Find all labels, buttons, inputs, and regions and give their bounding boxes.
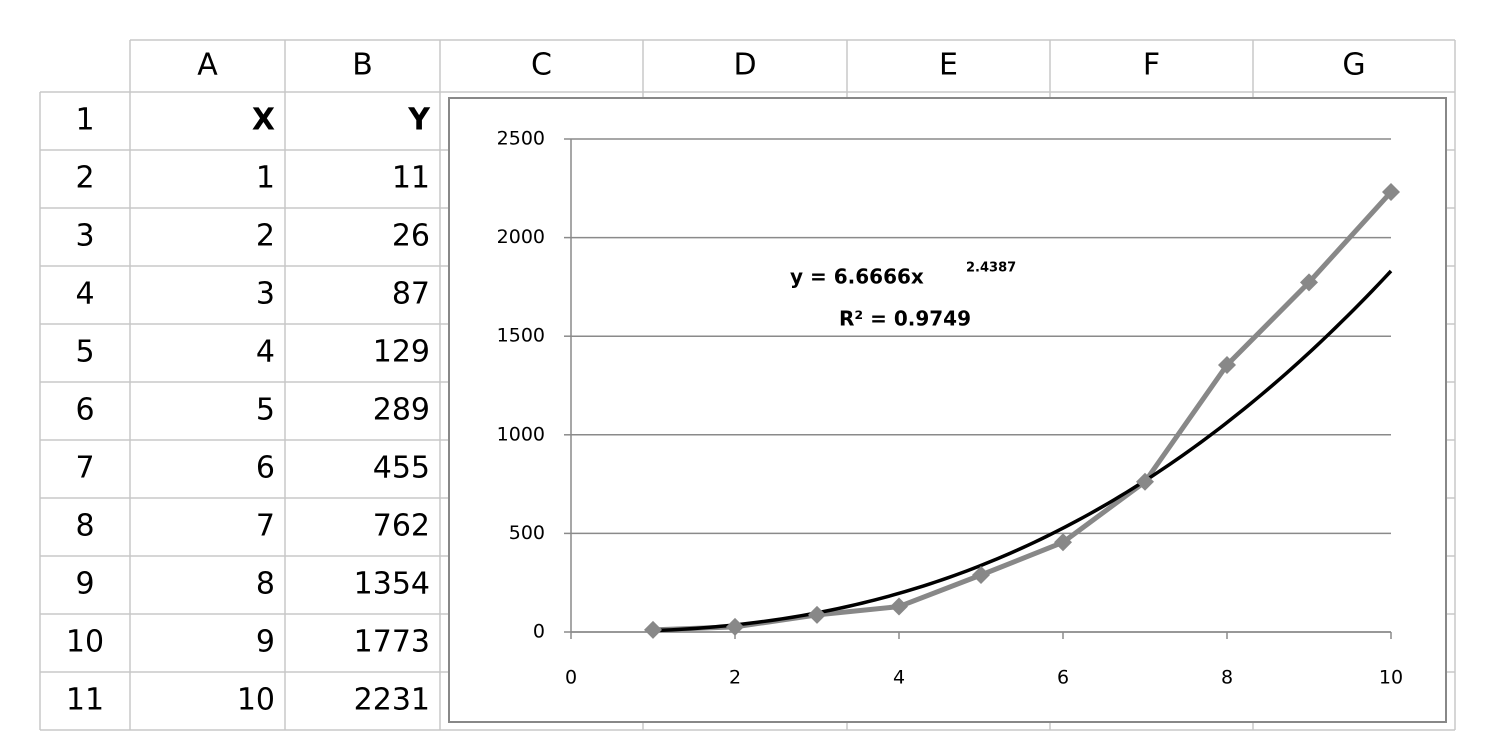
cell[interactable]: 762 xyxy=(373,509,430,544)
data-point[interactable] xyxy=(1136,472,1154,491)
data-point[interactable] xyxy=(1054,533,1072,552)
y-tick-label: 0 xyxy=(533,621,545,643)
trendline-equation: y = 6.6666x xyxy=(790,265,924,289)
data-point[interactable] xyxy=(972,566,990,585)
column-header[interactable]: F xyxy=(1143,48,1160,83)
row-header[interactable]: 3 xyxy=(75,219,94,254)
row-header[interactable]: 9 xyxy=(75,567,94,602)
data-point[interactable] xyxy=(1218,355,1236,374)
cell[interactable]: 7 xyxy=(256,509,275,544)
cell[interactable]: 11 xyxy=(392,161,430,196)
y-tick-label: 2000 xyxy=(497,226,545,248)
column-header[interactable]: B xyxy=(352,48,373,83)
row-header[interactable]: 1 xyxy=(75,103,94,138)
cell[interactable]: 2 xyxy=(256,219,275,254)
row-header[interactable]: 10 xyxy=(66,625,104,660)
cell[interactable]: 129 xyxy=(373,335,430,370)
data-point[interactable] xyxy=(890,597,908,616)
column-header[interactable]: D xyxy=(733,48,756,83)
row-header[interactable]: 2 xyxy=(75,161,94,196)
cell[interactable]: 26 xyxy=(392,219,430,254)
row-header[interactable]: 6 xyxy=(75,393,94,428)
row-header[interactable]: 7 xyxy=(75,451,94,486)
y-tick-label: 1000 xyxy=(497,423,545,445)
x-tick-label: 6 xyxy=(1057,667,1069,689)
cell[interactable]: 289 xyxy=(373,393,430,428)
x-tick-label: 10 xyxy=(1379,667,1403,689)
chart-area[interactable] xyxy=(448,97,1447,723)
row-header[interactable]: 5 xyxy=(75,335,94,370)
column-header[interactable]: A xyxy=(197,48,218,83)
cell[interactable]: 87 xyxy=(392,277,430,312)
data-point[interactable] xyxy=(1382,183,1400,202)
cell[interactable]: Y xyxy=(407,103,431,138)
cell[interactable]: 4 xyxy=(256,335,275,370)
cell[interactable]: 6 xyxy=(256,451,275,486)
column-header[interactable]: C xyxy=(531,48,552,83)
x-tick-label: 2 xyxy=(729,667,741,689)
data-point[interactable] xyxy=(1300,273,1318,292)
y-tick-label: 2500 xyxy=(497,128,545,150)
cell[interactable]: 1354 xyxy=(354,567,430,602)
cell[interactable]: 1 xyxy=(256,161,275,196)
column-header[interactable]: G xyxy=(1342,48,1365,83)
row-header[interactable]: 8 xyxy=(75,509,94,544)
y-tick-label: 500 xyxy=(509,522,545,544)
cell[interactable]: 455 xyxy=(373,451,430,486)
cell[interactable]: 10 xyxy=(237,683,275,718)
x-tick-label: 8 xyxy=(1221,667,1233,689)
cell[interactable]: 8 xyxy=(256,567,275,602)
trendline-exponent: 2.4387 xyxy=(966,261,1016,276)
cell[interactable]: 1773 xyxy=(354,625,430,660)
trendline xyxy=(652,269,1393,633)
row-header[interactable]: 11 xyxy=(66,683,104,718)
x-tick-label: 0 xyxy=(565,667,577,689)
x-tick-label: 4 xyxy=(893,667,905,689)
cell[interactable]: 9 xyxy=(256,625,275,660)
cell[interactable]: X xyxy=(252,103,275,138)
chart: 0 500 1000 1500 2000 2500 0 2 4 6 8 10 y = 6.6666x 2.… xyxy=(497,128,1403,689)
data-point[interactable] xyxy=(644,620,662,639)
data-point[interactable] xyxy=(726,617,744,636)
y-tick-label: 1500 xyxy=(497,325,545,347)
cell[interactable]: 2231 xyxy=(354,683,430,718)
column-header[interactable]: E xyxy=(939,48,958,83)
r-squared: R² = 0.9749 xyxy=(839,307,971,331)
row-header[interactable]: 4 xyxy=(75,277,94,312)
cell[interactable]: 3 xyxy=(256,277,275,312)
data-point[interactable] xyxy=(808,605,826,624)
cell[interactable]: 5 xyxy=(256,393,275,428)
